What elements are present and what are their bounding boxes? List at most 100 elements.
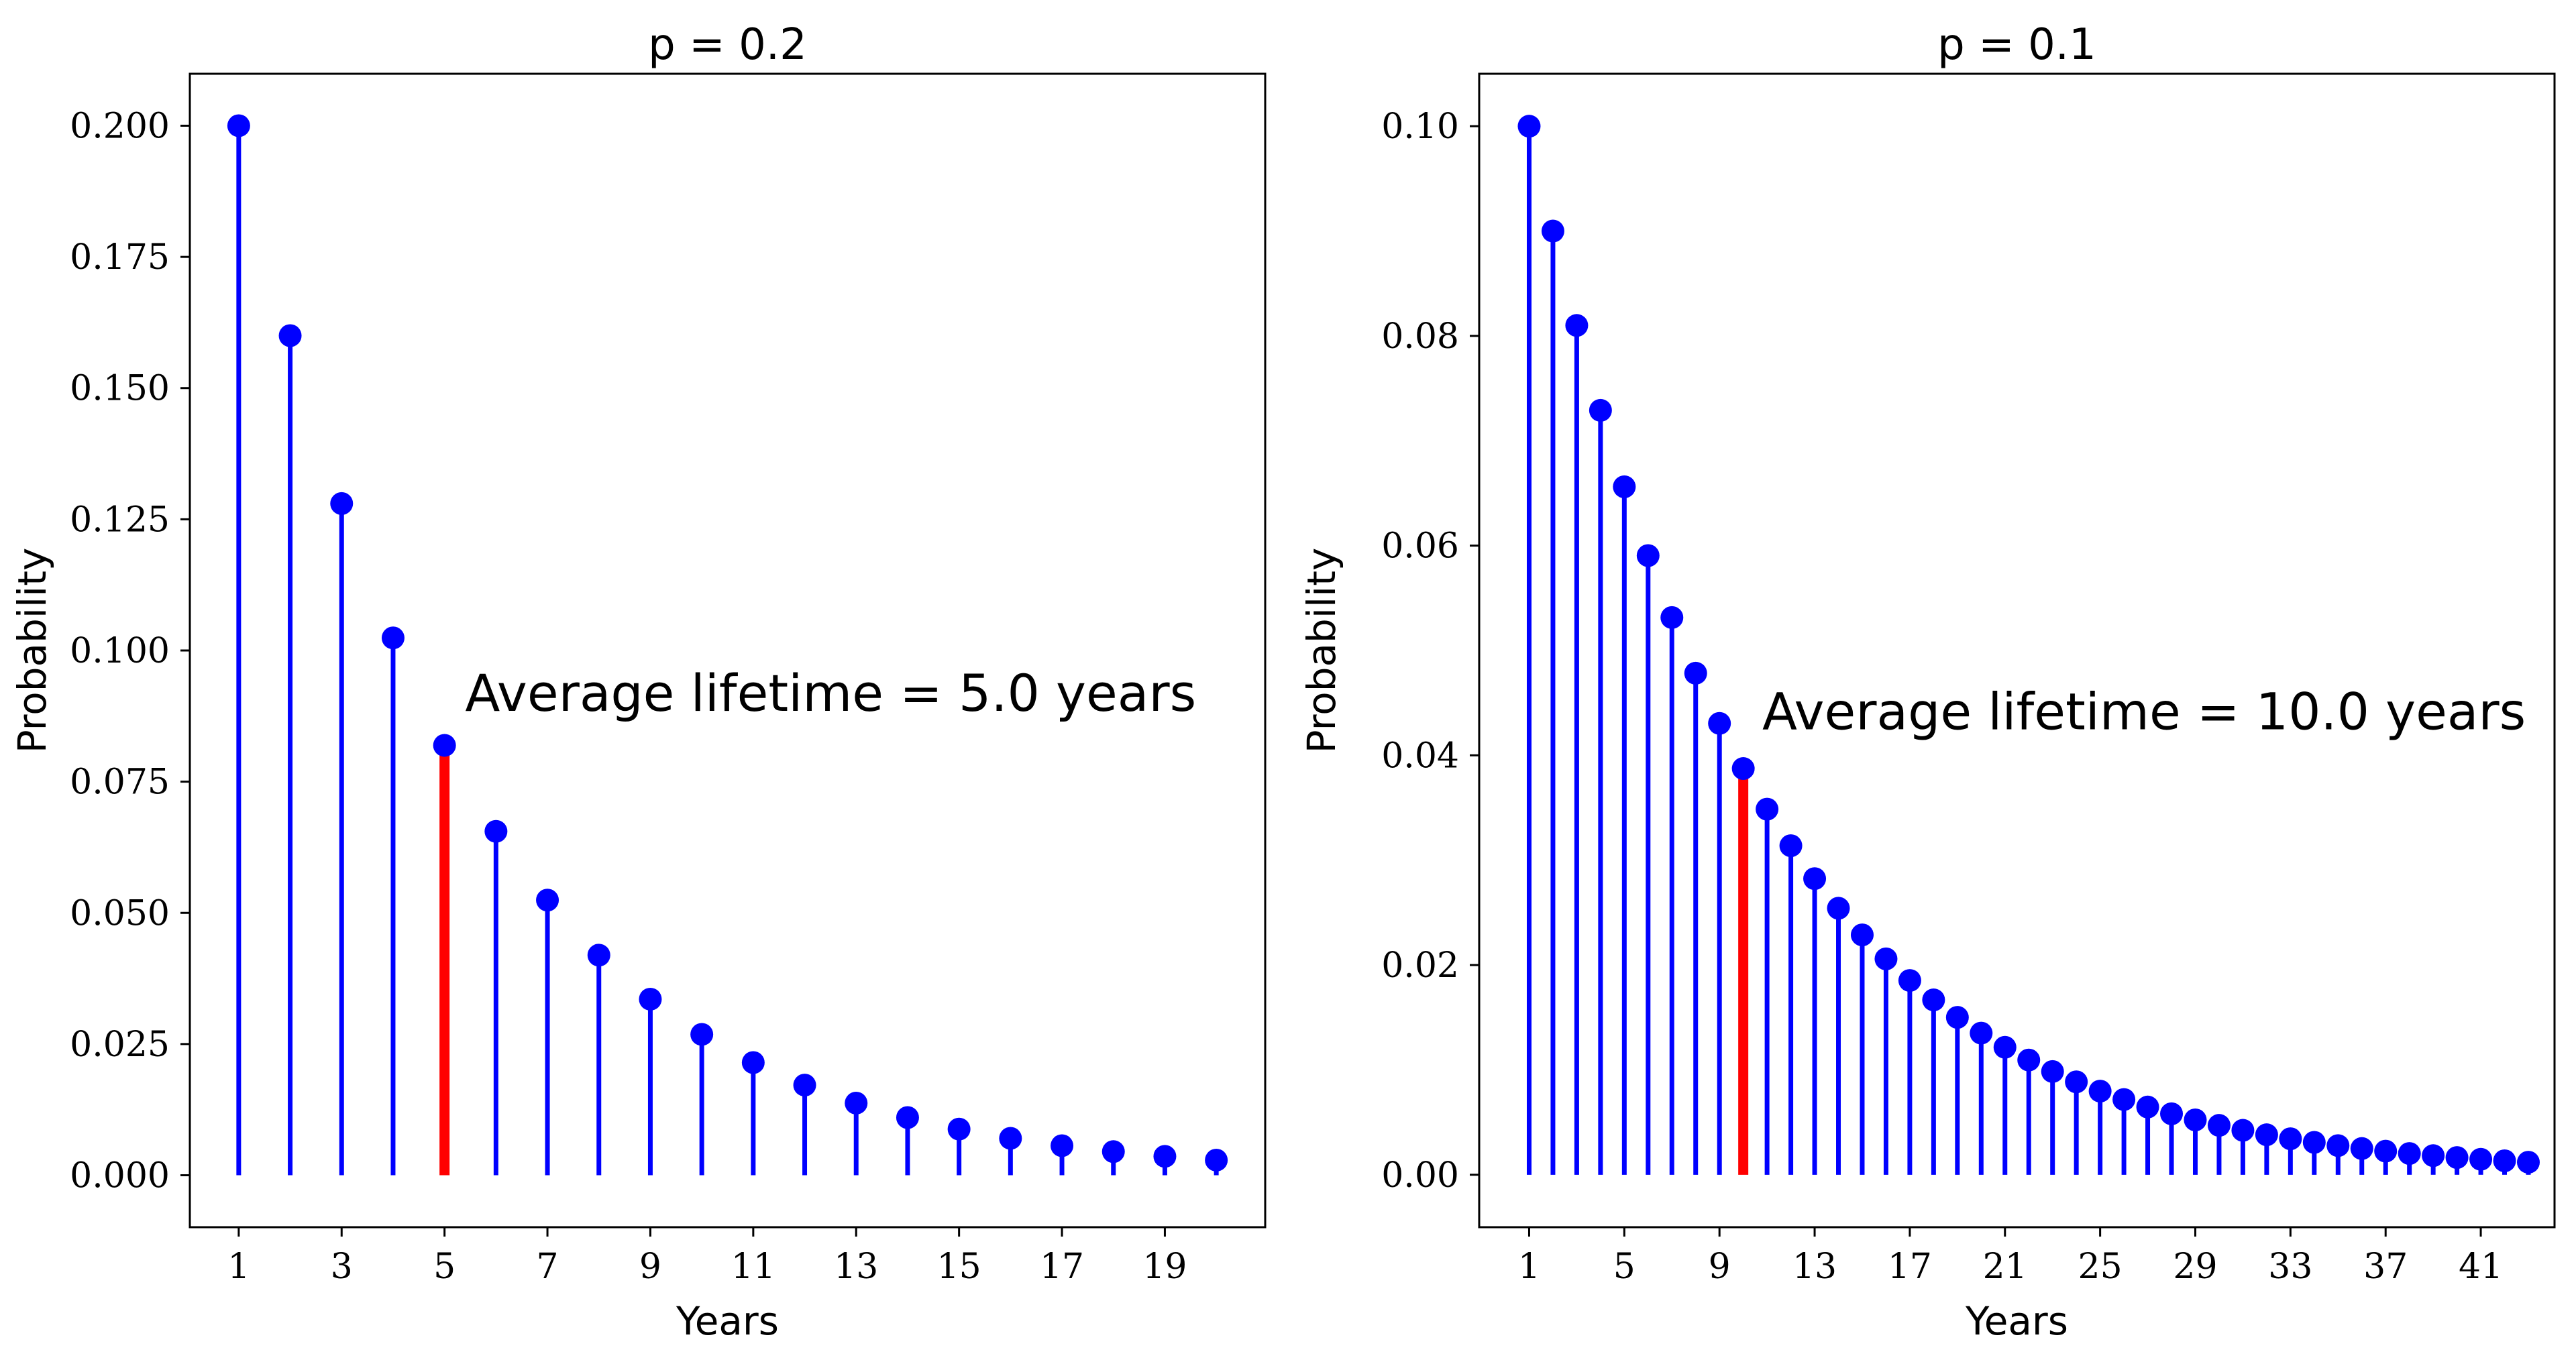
y-tick-label: 0.050 xyxy=(70,893,170,933)
y-tick-label: 0.200 xyxy=(70,106,170,146)
stem-marker xyxy=(1970,1021,1993,1045)
stem-marker xyxy=(1708,712,1731,735)
stem-marker xyxy=(2207,1114,2231,1137)
stem-marker xyxy=(1660,606,1684,629)
stem-marker xyxy=(2516,1151,2540,1174)
y-tick-label: 0.06 xyxy=(1381,526,1459,567)
stem-marker xyxy=(330,492,354,515)
stem-marker xyxy=(2445,1146,2469,1170)
x-tick-label: 5 xyxy=(1613,1247,1635,1287)
stem-marker xyxy=(690,1023,714,1046)
stem-marker xyxy=(999,1127,1022,1150)
x-axis-label: Years xyxy=(676,1298,779,1344)
stem-marker xyxy=(1922,988,1945,1012)
y-tick-label: 0.175 xyxy=(70,237,170,278)
stem-marker xyxy=(1051,1134,1074,1157)
stem-marker xyxy=(2302,1131,2326,1154)
stem-marker xyxy=(845,1091,868,1115)
stem-marker xyxy=(484,819,508,843)
stem-marker xyxy=(1636,544,1660,567)
chart-title: p = 0.1 xyxy=(1937,20,2096,70)
x-tick-label: 19 xyxy=(1142,1247,1187,1287)
x-tick-label: 3 xyxy=(331,1247,353,1287)
stem-marker xyxy=(1517,115,1541,138)
y-tick-label: 0.025 xyxy=(70,1025,170,1065)
stem-marker xyxy=(1613,475,1636,498)
axes-frame xyxy=(1478,72,2556,1229)
stem-marker xyxy=(1850,923,1874,947)
stem-marker xyxy=(1541,219,1564,243)
x-axis-label: Years xyxy=(1965,1298,2068,1344)
axes-frame xyxy=(189,72,1267,1229)
y-axis-label: Probability xyxy=(1299,548,1344,754)
stem-marker xyxy=(1684,661,1707,685)
average-lifetime-annotation: Average lifetime = 10.0 years xyxy=(1762,681,2526,741)
stem-marker xyxy=(1898,969,1921,992)
x-tick-label: 9 xyxy=(639,1247,661,1287)
stem-marker xyxy=(2136,1095,2159,1119)
y-tick-label: 0.04 xyxy=(1381,736,1459,776)
x-tick-label: 15 xyxy=(937,1247,981,1287)
stem-marker xyxy=(1874,947,1898,970)
stem-marker xyxy=(2374,1139,2398,1163)
stem-marker xyxy=(1153,1145,1177,1168)
stem-marker xyxy=(2088,1080,2112,1103)
x-tick-label: 5 xyxy=(433,1247,455,1287)
x-tick-label: 13 xyxy=(1792,1247,1837,1287)
y-tick-label: 0.100 xyxy=(70,631,170,671)
stem-marker xyxy=(381,626,405,650)
x-tick-label: 25 xyxy=(2078,1247,2123,1287)
stem-marker xyxy=(1102,1140,1125,1163)
x-tick-label: 41 xyxy=(2459,1247,2503,1287)
x-tick-label: 29 xyxy=(2173,1247,2217,1287)
stem-marker xyxy=(2184,1108,2207,1131)
y-tick-label: 0.02 xyxy=(1381,946,1459,986)
y-tick-label: 0.125 xyxy=(70,500,170,540)
stem-marker xyxy=(2255,1123,2278,1147)
y-axis-label: Probability xyxy=(9,548,55,754)
stem-marker xyxy=(2065,1070,2088,1094)
x-tick-label: 1 xyxy=(1518,1247,1540,1287)
stem-marker xyxy=(2017,1048,2041,1072)
chart-title: p = 0.2 xyxy=(648,20,807,70)
stem-marker xyxy=(1827,897,1850,920)
stem-marker xyxy=(1803,867,1827,891)
stem-marker xyxy=(1779,834,1803,858)
stem-marker xyxy=(1589,398,1612,422)
stem-marker xyxy=(896,1106,919,1129)
y-tick-label: 0.150 xyxy=(70,369,170,409)
stem-marker xyxy=(1731,757,1755,781)
stem-marker xyxy=(2422,1144,2445,1168)
stem-marker xyxy=(2231,1119,2255,1142)
x-tick-label: 33 xyxy=(2268,1247,2312,1287)
y-tick-label: 0.075 xyxy=(70,762,170,803)
stem-marker xyxy=(947,1117,971,1141)
stem-marker xyxy=(1205,1148,1228,1172)
stem-marker xyxy=(2160,1102,2184,1125)
stem-marker xyxy=(433,734,456,757)
stem-marker xyxy=(2398,1142,2421,1166)
stem-marker xyxy=(2326,1134,2350,1157)
stem-marker xyxy=(741,1051,765,1074)
stem-marker xyxy=(2493,1149,2516,1173)
stem-marker xyxy=(2112,1088,2136,1111)
stem-marker xyxy=(227,114,250,137)
x-tick-label: 7 xyxy=(537,1247,559,1287)
x-tick-label: 17 xyxy=(1888,1247,1932,1287)
stem-marker xyxy=(536,889,559,912)
stem-marker xyxy=(639,987,662,1011)
stem-marker xyxy=(793,1074,816,1097)
y-tick-label: 0.08 xyxy=(1381,317,1459,357)
stem-marker xyxy=(1993,1035,2017,1059)
stem-marker xyxy=(1945,1006,1969,1029)
subplot-p-0-2: p = 0.21 3 5 7 9 11 13 15 17 190.0000.0250.0500.0… xyxy=(9,20,1267,1344)
y-tick-label: 0.10 xyxy=(1381,107,1459,147)
x-tick-label: 1 xyxy=(227,1247,250,1287)
subplot-p-0-1: p = 0.1 1 5 9 13 17 21 25 29 33 37 41 0.00 0.02 0.04 0.… xyxy=(1299,20,2556,1344)
stem-marker xyxy=(278,324,302,347)
stem-marker xyxy=(587,944,610,967)
x-tick-label: 13 xyxy=(834,1247,878,1287)
stem-marker xyxy=(2279,1127,2302,1151)
stem-marker xyxy=(1565,314,1589,337)
